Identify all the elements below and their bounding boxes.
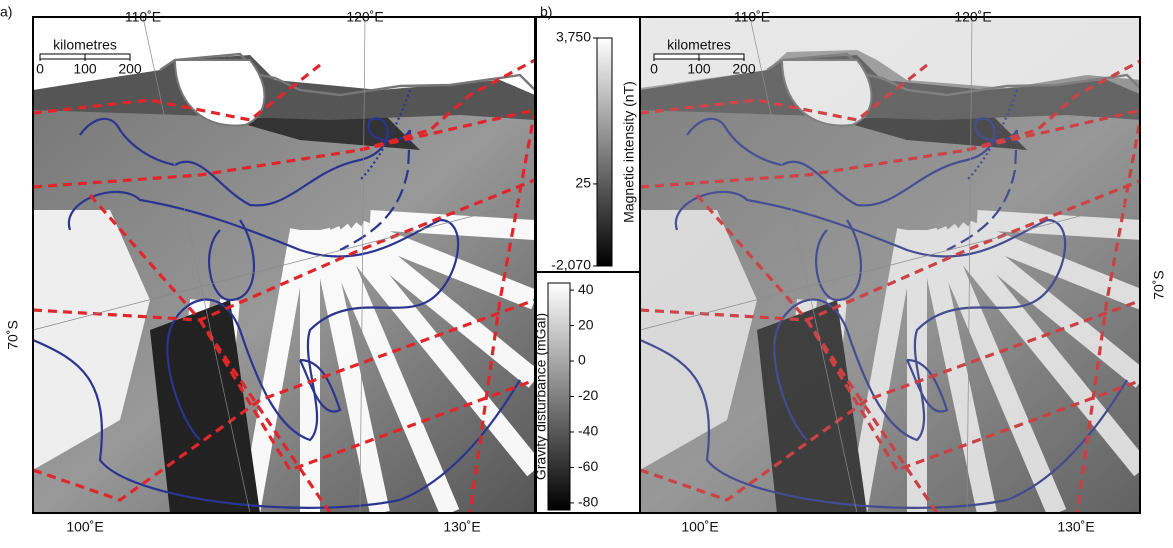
colorbar-tick-label: -40 [578, 423, 598, 439]
latitude-label: 70˚S [1151, 270, 1167, 300]
colorbar-tick-label: -2,070 [551, 257, 591, 273]
longitude-label: 110˚E [125, 9, 161, 25]
scale-tick-label: 200 [118, 61, 142, 77]
colorbar-title: Gravity disturbance (mGal) [533, 313, 549, 480]
latitude-label: 70˚S [5, 320, 21, 350]
longitude-label: 130˚E [443, 519, 480, 535]
longitude-label: 100˚E [681, 519, 718, 535]
colorbar [548, 283, 570, 510]
panel-label: b) [540, 4, 552, 20]
scale-bar-title: kilometres [53, 37, 117, 53]
colorbar-tick-label: 0 [578, 352, 586, 368]
longitude-label: 120˚E [954, 9, 991, 25]
colorbar-tick-label: -80 [578, 494, 598, 510]
longitude-label: 130˚E [1057, 519, 1094, 535]
scale-tick-label: 100 [73, 61, 97, 77]
longitude-label: 120˚E [346, 9, 383, 25]
colorbar-title: Magnetic intensity (nT) [621, 81, 637, 223]
scale-bar-title: kilometres [667, 37, 731, 53]
scale-tick-label: 0 [36, 61, 44, 77]
map-a [33, 17, 535, 513]
panel-label: a) [0, 4, 12, 20]
scale-tick-label: 0 [650, 61, 658, 77]
colorbar-tick-label: 3,750 [556, 29, 591, 45]
colorbar-tick-label: 25 [575, 175, 591, 191]
figure: a) 110˚E 120˚E 100˚E 130˚E 70˚S kilometres 0 100… [0, 0, 1173, 543]
longitude-label: 110˚E [734, 9, 770, 25]
colorbar [597, 38, 612, 266]
colorbar-tick-label: -60 [578, 458, 598, 474]
longitude-label: 100˚E [66, 519, 103, 535]
colorbar-tick-label: -20 [578, 387, 598, 403]
scale-tick-label: 100 [687, 61, 711, 77]
colorbar-tick-label: 20 [578, 316, 594, 332]
scale-tick-label: 200 [732, 61, 756, 77]
colorbar-tick-label: 40 [578, 281, 594, 297]
